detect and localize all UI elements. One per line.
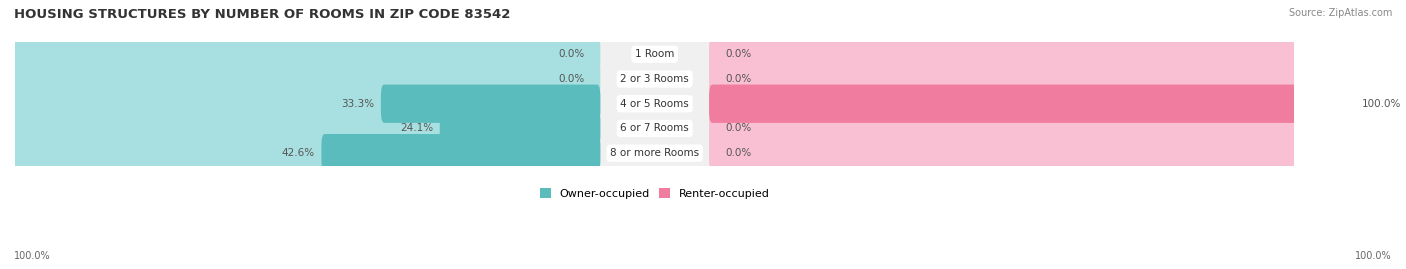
FancyBboxPatch shape xyxy=(709,134,1298,172)
Text: 100.0%: 100.0% xyxy=(1361,99,1400,109)
FancyBboxPatch shape xyxy=(11,109,600,148)
FancyBboxPatch shape xyxy=(18,103,1291,154)
FancyBboxPatch shape xyxy=(11,35,600,73)
FancyBboxPatch shape xyxy=(18,79,1291,129)
FancyBboxPatch shape xyxy=(11,134,600,172)
Text: 100.0%: 100.0% xyxy=(1355,251,1392,261)
Text: 0.0%: 0.0% xyxy=(725,74,751,84)
Text: 0.0%: 0.0% xyxy=(725,123,751,133)
FancyBboxPatch shape xyxy=(18,128,1291,178)
FancyBboxPatch shape xyxy=(11,60,600,98)
Legend: Owner-occupied, Renter-occupied: Owner-occupied, Renter-occupied xyxy=(536,184,775,203)
FancyBboxPatch shape xyxy=(709,84,1298,123)
Text: 33.3%: 33.3% xyxy=(342,99,374,109)
FancyBboxPatch shape xyxy=(322,134,600,172)
Text: 100.0%: 100.0% xyxy=(14,251,51,261)
Text: 0.0%: 0.0% xyxy=(725,49,751,59)
FancyBboxPatch shape xyxy=(709,60,1298,98)
Text: HOUSING STRUCTURES BY NUMBER OF ROOMS IN ZIP CODE 83542: HOUSING STRUCTURES BY NUMBER OF ROOMS IN… xyxy=(14,8,510,21)
FancyBboxPatch shape xyxy=(709,109,1298,148)
FancyBboxPatch shape xyxy=(709,35,1298,73)
FancyBboxPatch shape xyxy=(381,84,600,123)
Text: Source: ZipAtlas.com: Source: ZipAtlas.com xyxy=(1288,8,1392,18)
Text: 0.0%: 0.0% xyxy=(725,148,751,158)
Text: 2 or 3 Rooms: 2 or 3 Rooms xyxy=(620,74,689,84)
Text: 0.0%: 0.0% xyxy=(558,74,585,84)
Text: 1 Room: 1 Room xyxy=(636,49,675,59)
Text: 42.6%: 42.6% xyxy=(281,148,315,158)
Text: 6 or 7 Rooms: 6 or 7 Rooms xyxy=(620,123,689,133)
Text: 0.0%: 0.0% xyxy=(558,49,585,59)
Text: 4 or 5 Rooms: 4 or 5 Rooms xyxy=(620,99,689,109)
Text: 24.1%: 24.1% xyxy=(401,123,433,133)
FancyBboxPatch shape xyxy=(709,84,1355,123)
FancyBboxPatch shape xyxy=(11,84,600,123)
FancyBboxPatch shape xyxy=(440,109,600,148)
FancyBboxPatch shape xyxy=(18,54,1291,104)
FancyBboxPatch shape xyxy=(18,29,1291,80)
Text: 8 or more Rooms: 8 or more Rooms xyxy=(610,148,699,158)
